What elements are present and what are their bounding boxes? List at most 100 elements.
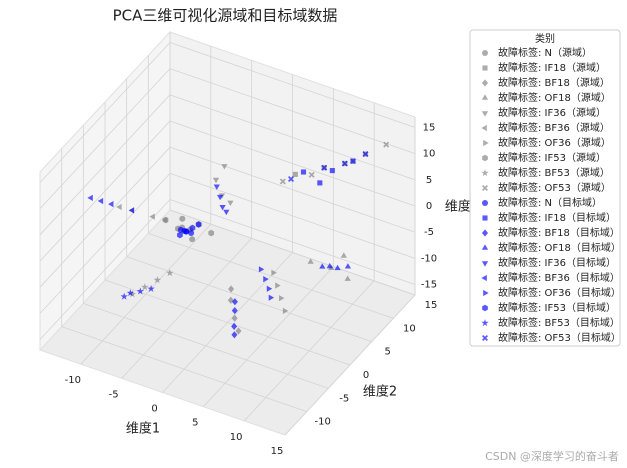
grid-line xyxy=(169,120,416,207)
data-point xyxy=(126,289,135,297)
legend-marker xyxy=(482,200,488,206)
data-point xyxy=(350,158,356,164)
data-point xyxy=(87,194,93,202)
data-point xyxy=(279,178,286,185)
data-point xyxy=(116,203,122,211)
grid-line xyxy=(39,68,171,209)
data-point xyxy=(216,194,224,201)
chart-title: PCA三维可视化源域和目标域数据 xyxy=(113,7,338,25)
legend-label: 故障标签: N（源域） xyxy=(498,46,592,59)
grid-line xyxy=(39,173,171,314)
data-point xyxy=(141,283,149,291)
legend-marker xyxy=(482,215,488,221)
data-point xyxy=(326,262,333,269)
z-tick-label: -10 xyxy=(421,253,437,264)
data-point xyxy=(308,171,315,178)
data-point xyxy=(362,151,369,158)
legend-label: 故障标签: OF53（目标域） xyxy=(498,331,621,344)
data-point xyxy=(235,327,242,335)
data-point xyxy=(149,213,155,220)
x-tick-label: 15 xyxy=(271,446,284,457)
legend-label: 故障标签: OF53（源域） xyxy=(498,181,611,194)
data-point xyxy=(223,209,230,216)
legend-label: 故障标签: N（目标域） xyxy=(498,196,602,209)
data-point xyxy=(282,307,289,315)
grid-line xyxy=(169,42,416,128)
grid-line xyxy=(104,279,351,366)
legend-title: 类别 xyxy=(535,32,555,45)
z-tick-label: 5 xyxy=(426,175,432,186)
data-point xyxy=(275,282,281,289)
data-point xyxy=(228,285,235,293)
z-tick-label: 0 xyxy=(426,201,432,212)
legend-marker xyxy=(483,289,489,297)
data-point xyxy=(263,276,269,283)
legend-label: 故障标签: IF36（源域） xyxy=(498,106,606,119)
legend-label: 故障标签: BF53（目标域） xyxy=(498,316,620,329)
y-tick-label: -10 xyxy=(314,417,330,428)
grid-line xyxy=(39,42,171,183)
data-point xyxy=(334,264,341,271)
data-point xyxy=(128,290,137,298)
legend-label: 故障标签: OF36（源域） xyxy=(498,136,611,149)
data-point xyxy=(319,263,326,269)
legend-label: 故障标签: BF53（源域） xyxy=(498,166,610,179)
y-tick-label: 0 xyxy=(363,370,369,381)
grid-line xyxy=(169,146,416,233)
legend-box xyxy=(469,29,621,347)
x-tick-label: -10 xyxy=(65,375,81,386)
legend-marker xyxy=(482,79,488,87)
legend-marker xyxy=(481,111,489,117)
grid-line xyxy=(169,94,416,181)
data-point xyxy=(183,228,190,235)
legend-marker xyxy=(481,169,489,177)
data-point xyxy=(120,292,128,300)
grid-line xyxy=(61,326,307,413)
legend-label: 故障标签: IF53（目标域） xyxy=(498,301,616,314)
data-point xyxy=(212,177,220,184)
data-point xyxy=(195,221,202,228)
legend-label: 故障标签: OF18（源域） xyxy=(498,91,611,104)
data-point xyxy=(162,216,169,224)
z-tick-label: 10 xyxy=(423,149,436,160)
data-point xyxy=(153,276,162,284)
data-point xyxy=(188,230,195,237)
grid-line xyxy=(39,199,171,340)
legend-marker xyxy=(482,50,488,56)
legend-label: 故障标签: IF18（源域） xyxy=(498,61,606,74)
data-point xyxy=(97,197,104,205)
y-tick-label: 5 xyxy=(384,347,390,358)
legend-label: 故障标签: BF36（目标域） xyxy=(498,271,620,284)
legend-marker xyxy=(482,154,488,162)
data-point xyxy=(231,331,238,339)
data-point xyxy=(329,168,335,174)
data-point xyxy=(108,201,114,208)
x-tick-label: 0 xyxy=(151,404,157,415)
legend-marker xyxy=(481,94,489,100)
legend-marker xyxy=(482,185,488,191)
x-tick-label: 10 xyxy=(230,432,243,443)
data-point xyxy=(128,207,135,214)
legend-marker xyxy=(481,124,487,132)
data-point xyxy=(177,231,183,239)
data-point xyxy=(340,252,347,258)
data-point xyxy=(268,294,275,301)
y-tick-label: -5 xyxy=(339,393,349,404)
data-point xyxy=(231,306,238,315)
data-point xyxy=(292,171,298,177)
legend-label: 故障标签: BF18（源域） xyxy=(498,76,610,89)
grid-line xyxy=(148,232,394,319)
data-point xyxy=(383,141,390,148)
legend-marker xyxy=(482,229,488,237)
legend-label: 故障标签: BF18（目标域） xyxy=(498,226,620,239)
grid-line xyxy=(83,302,329,389)
data-point xyxy=(166,269,174,277)
legend-marker xyxy=(482,335,488,341)
legend-marker xyxy=(481,244,489,250)
data-point xyxy=(213,184,220,190)
data-point xyxy=(231,298,238,306)
data-point xyxy=(344,263,352,269)
data-point xyxy=(271,269,277,276)
grid-line xyxy=(169,209,416,296)
